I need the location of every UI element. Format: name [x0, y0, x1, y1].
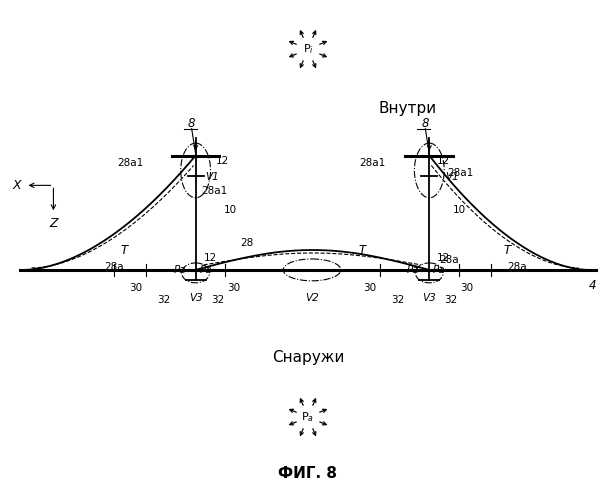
Text: Pa: Pa: [433, 265, 445, 275]
Text: 32: 32: [211, 294, 224, 304]
Text: 32: 32: [391, 294, 404, 304]
Text: 30: 30: [461, 283, 474, 293]
Text: V1: V1: [206, 172, 219, 182]
Text: 12: 12: [203, 253, 217, 263]
Text: 12: 12: [437, 156, 450, 166]
Text: 32: 32: [157, 294, 171, 304]
Text: 8: 8: [188, 117, 195, 130]
Text: 28a1: 28a1: [118, 158, 144, 168]
Text: 10: 10: [224, 205, 237, 215]
Text: 4: 4: [589, 280, 596, 292]
Text: V3: V3: [188, 292, 203, 302]
Text: 30: 30: [227, 283, 240, 293]
Text: 28a1: 28a1: [447, 168, 474, 178]
Text: Pa: Pa: [199, 265, 212, 275]
Text: 28a1: 28a1: [359, 158, 386, 168]
Text: Z: Z: [49, 217, 58, 230]
Text: Pa: Pa: [174, 265, 186, 275]
Text: X: X: [13, 179, 22, 192]
Text: 28a1: 28a1: [201, 186, 228, 196]
Text: V2: V2: [305, 292, 319, 302]
Text: P$_i$: P$_i$: [302, 42, 314, 56]
Text: 30: 30: [363, 283, 376, 293]
Text: ФИГ. 8: ФИГ. 8: [278, 466, 338, 481]
Text: 10: 10: [453, 205, 466, 215]
Text: 28a: 28a: [507, 262, 527, 272]
Text: V3: V3: [423, 292, 436, 302]
Text: Внутри: Внутри: [378, 102, 437, 116]
Text: 28a: 28a: [104, 262, 124, 272]
Text: 28: 28: [241, 238, 254, 248]
Text: Снаружи: Снаружи: [272, 350, 344, 365]
Text: T: T: [503, 244, 511, 256]
Text: T: T: [121, 244, 128, 256]
Text: P$_a$: P$_a$: [301, 410, 315, 424]
Text: 28a: 28a: [439, 255, 459, 265]
Text: V1: V1: [445, 172, 459, 182]
Text: 8: 8: [421, 117, 429, 130]
Text: T: T: [358, 244, 365, 256]
Text: 32: 32: [445, 294, 458, 304]
Text: Pa: Pa: [407, 265, 419, 275]
Text: 12: 12: [437, 253, 450, 263]
Text: 12: 12: [216, 156, 229, 166]
Text: 30: 30: [129, 283, 142, 293]
